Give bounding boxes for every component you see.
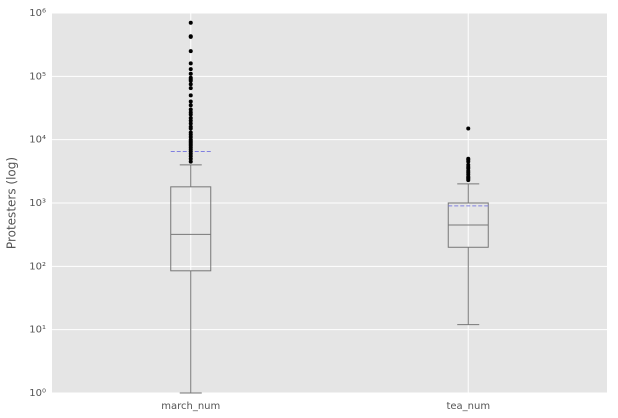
y-tick-label: 10² bbox=[29, 261, 46, 272]
outlier bbox=[188, 107, 193, 112]
outlier bbox=[188, 156, 193, 161]
y-tick-label: 10⁰ bbox=[29, 388, 46, 399]
y-tick-label: 10⁴ bbox=[29, 135, 46, 146]
outlier bbox=[188, 159, 193, 164]
outlier bbox=[188, 34, 193, 39]
outlier bbox=[188, 118, 193, 123]
outlier bbox=[188, 112, 193, 117]
outlier bbox=[188, 82, 193, 87]
outlier bbox=[188, 67, 193, 72]
outlier bbox=[466, 126, 471, 131]
outlier bbox=[188, 86, 193, 91]
outlier bbox=[188, 78, 193, 83]
outlier bbox=[188, 61, 193, 66]
y-axis-label: Protesters (log) bbox=[5, 157, 19, 249]
outlier bbox=[188, 71, 193, 76]
outlier bbox=[188, 126, 193, 131]
outlier bbox=[188, 49, 193, 54]
outlier bbox=[188, 99, 193, 104]
outlier bbox=[188, 121, 193, 126]
x-tick-label: tea_num bbox=[446, 401, 490, 412]
outlier bbox=[188, 93, 193, 98]
outlier bbox=[466, 178, 471, 183]
x-tick-label: march_num bbox=[161, 401, 220, 412]
y-tick-label: 10⁶ bbox=[29, 8, 46, 19]
outlier bbox=[188, 20, 193, 25]
y-tick-label: 10³ bbox=[29, 198, 46, 209]
y-tick-label: 10⁵ bbox=[29, 71, 46, 82]
outlier bbox=[188, 103, 193, 108]
box bbox=[170, 186, 212, 272]
y-tick-label: 10¹ bbox=[29, 325, 46, 336]
outlier bbox=[466, 159, 471, 164]
